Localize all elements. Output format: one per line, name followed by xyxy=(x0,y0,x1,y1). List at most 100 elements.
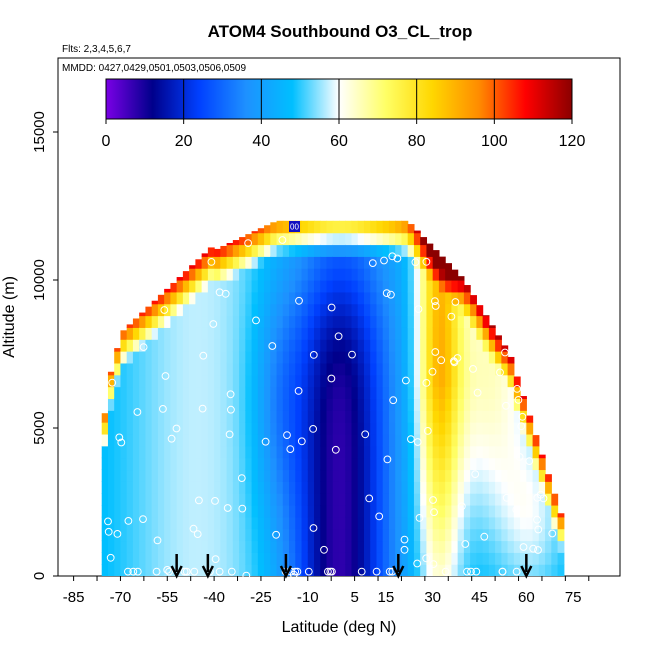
heatmap-cell xyxy=(445,398,452,411)
heatmap-cell xyxy=(214,481,221,494)
heatmap-cell xyxy=(214,256,221,269)
heatmap-cell xyxy=(513,457,521,471)
heatmap-cell xyxy=(251,469,259,482)
heatmap-cell xyxy=(195,339,203,352)
heatmap-cell xyxy=(220,315,228,328)
heatmap-cell xyxy=(276,481,284,494)
observation-marker xyxy=(411,258,420,267)
heatmap-cell xyxy=(276,469,284,482)
heatmap-cell xyxy=(207,540,215,553)
heatmap-cell xyxy=(207,422,215,435)
heatmap-cell xyxy=(201,504,209,518)
heatmap-cell xyxy=(307,564,315,576)
heatmap-cell xyxy=(101,552,109,565)
heatmap-cell xyxy=(470,351,477,364)
heatmap-cell xyxy=(557,516,565,530)
heatmap-cell xyxy=(139,312,147,317)
heatmap-cell xyxy=(476,398,484,411)
heatmap-cell xyxy=(201,433,209,447)
heatmap-cell xyxy=(220,268,228,281)
heatmap-cell xyxy=(445,351,452,364)
heatmap-cell xyxy=(526,493,534,506)
flight-arrow-head xyxy=(201,565,214,579)
heatmap-cell xyxy=(326,481,334,494)
heatmap-cell xyxy=(445,528,452,542)
heatmap-cell xyxy=(132,339,140,352)
heatmap-cell xyxy=(120,445,128,459)
heatmap-cell xyxy=(470,457,477,471)
heatmap-cell xyxy=(164,422,171,435)
heatmap-cell xyxy=(170,445,178,459)
heatmap-cell xyxy=(332,398,340,411)
heatmap-cell xyxy=(320,280,328,293)
heatmap-cell xyxy=(432,339,440,352)
observation-marker xyxy=(295,296,303,305)
heatmap-cell xyxy=(220,351,228,364)
heatmap-cell xyxy=(145,469,153,482)
heatmap-cell xyxy=(320,493,328,506)
heatmap-cell xyxy=(245,315,253,328)
heatmap-cell xyxy=(226,516,234,530)
observation-marker xyxy=(534,525,543,534)
heatmap-cell xyxy=(476,327,484,340)
heatmap-cell xyxy=(114,504,122,518)
heatmap-cell xyxy=(301,280,309,293)
heatmap-cell xyxy=(214,315,221,328)
heatmap-cell xyxy=(470,516,477,530)
heatmap-cell xyxy=(226,552,234,565)
heatmap-cell xyxy=(151,564,159,576)
heatmap-cell xyxy=(314,327,321,340)
heatmap-cell xyxy=(476,339,484,352)
heatmap-cell xyxy=(332,469,340,482)
heatmap-cell xyxy=(551,493,559,506)
heatmap-cell xyxy=(370,433,378,447)
heatmap-cell xyxy=(182,528,190,542)
heatmap-cell xyxy=(438,469,446,482)
heatmap-cell xyxy=(457,374,465,388)
heatmap-cell xyxy=(195,315,203,328)
heatmap-cell xyxy=(226,362,234,376)
heatmap-cell xyxy=(376,410,384,423)
heatmap-cell xyxy=(345,410,353,423)
heatmap-cell xyxy=(513,552,521,565)
heatmap-cell xyxy=(157,564,165,576)
heatmap-cell xyxy=(301,516,309,530)
heatmap-cell xyxy=(513,481,521,494)
heatmap-cell xyxy=(388,422,396,435)
heatmap-cell xyxy=(239,256,246,269)
heatmap-cell xyxy=(270,232,278,246)
heatmap-cell xyxy=(345,398,353,411)
heatmap-cell xyxy=(276,220,284,234)
heatmap-cell xyxy=(382,481,390,494)
observation-marker xyxy=(223,504,232,512)
heatmap-cell xyxy=(301,256,309,269)
heatmap-cell xyxy=(326,351,334,364)
heatmap-cell xyxy=(164,457,171,471)
heatmap-cell xyxy=(451,410,459,423)
heatmap-cell xyxy=(363,268,371,281)
heatmap-cell xyxy=(226,351,234,364)
heatmap-cell xyxy=(189,315,196,328)
heatmap-cell xyxy=(507,493,515,506)
heatmap-cell xyxy=(164,481,171,494)
heatmap-cell xyxy=(157,422,165,435)
heatmap-cell xyxy=(351,469,359,482)
heatmap-cell xyxy=(145,516,153,530)
heatmap-cell xyxy=(520,398,527,411)
heatmap-cell xyxy=(482,528,490,542)
heatmap-cell xyxy=(164,516,171,530)
heatmap-cell xyxy=(257,504,265,518)
heatmap-cell xyxy=(513,493,521,506)
heatmap-cell xyxy=(226,386,234,399)
heatmap-cell xyxy=(132,552,140,565)
heatmap-cell xyxy=(157,516,165,530)
heatmap-cell xyxy=(251,422,259,435)
heatmap-cell xyxy=(438,410,446,423)
heatmap-cell xyxy=(182,493,190,506)
heatmap-cell xyxy=(251,445,259,459)
heatmap-cell xyxy=(201,398,209,411)
heatmap-cell xyxy=(145,386,153,399)
heatmap-cell xyxy=(520,469,527,482)
heatmap-cell xyxy=(470,493,477,506)
heatmap-cell xyxy=(320,303,328,317)
